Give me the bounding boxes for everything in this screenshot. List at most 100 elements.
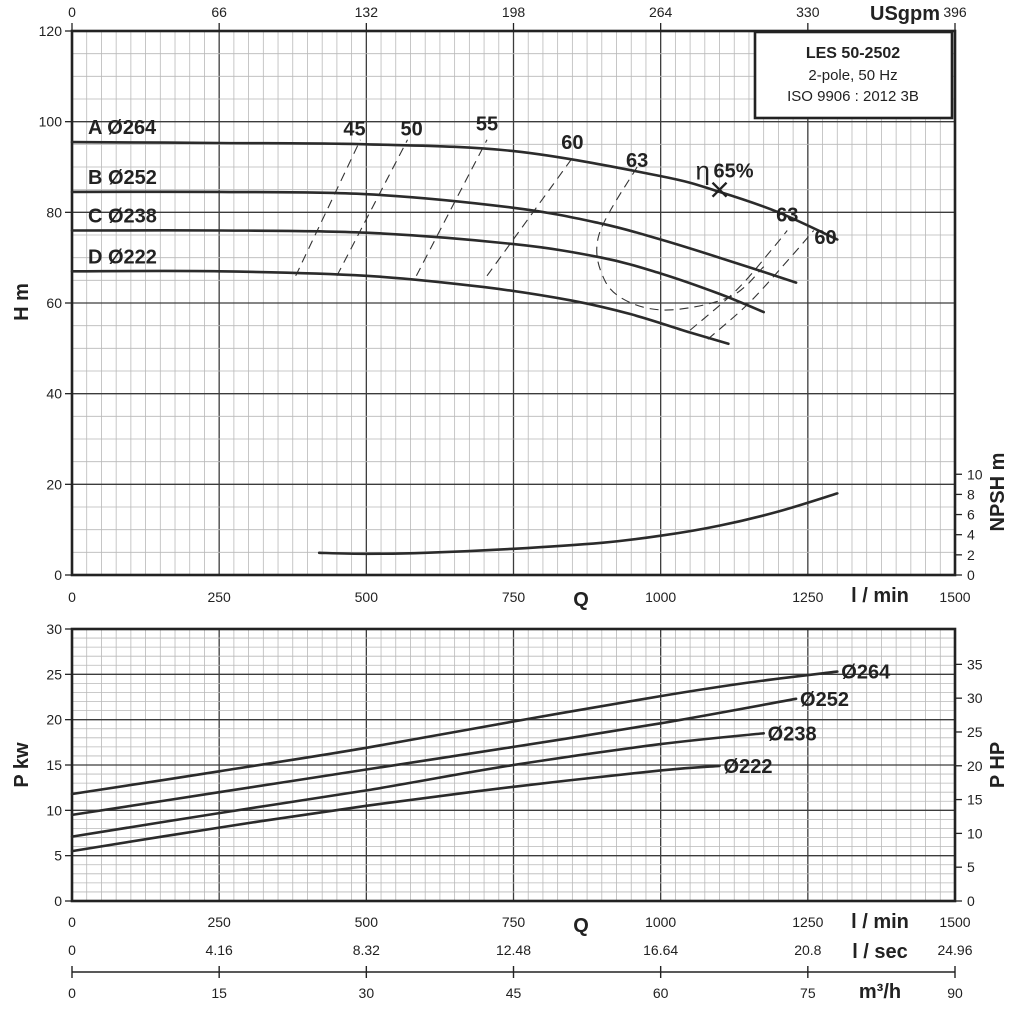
power-x-tick-label: 500 — [355, 914, 379, 930]
lsec-tick-label: 12.48 — [496, 942, 531, 958]
head-curve-d — [70, 269, 730, 346]
head-y-tick-label: 60 — [46, 295, 62, 311]
efficiency-contour-60 — [486, 157, 573, 277]
power-hp-tick-label: 15 — [967, 792, 983, 808]
top-axis-tick-label: 0 — [68, 4, 76, 20]
power-hp-tick-label: 20 — [967, 758, 983, 774]
npsh-curve — [317, 492, 839, 556]
efficiency-label: 63 — [776, 204, 798, 226]
lsec-tick-label: 16.64 — [643, 942, 678, 958]
head-chart-grid — [70, 29, 957, 577]
head-curve-a — [70, 140, 839, 241]
m3h-tick-label: 75 — [800, 985, 816, 1001]
best-efficiency-label: 65% — [714, 161, 754, 183]
head-y-tick-label: 0 — [54, 567, 62, 583]
power-y-tick-label: 0 — [54, 893, 62, 909]
head-chart-x-unit: l / min — [851, 585, 909, 607]
power-hp-tick-label: 0 — [967, 893, 975, 909]
unit-scales: 0 4.16 8.32 12.48 16.64 20.8 24.96 0 15 30 45 60 75 9… — [68, 942, 973, 1001]
npsh-tick-label: 6 — [967, 507, 975, 523]
head-chart-q-label: Q — [573, 589, 589, 611]
top-axis-tick-label: 66 — [211, 4, 227, 20]
model-title: LES 50-2502 — [806, 45, 900, 62]
efficiency-eta-symbol: η — [696, 156, 710, 186]
lsec-tick-label: 0 — [68, 942, 76, 958]
efficiency-contours — [295, 139, 815, 340]
head-y-tick-label: 20 — [46, 476, 62, 492]
power-curve-2 — [70, 732, 765, 838]
head-curve-b — [70, 190, 798, 284]
power-curve-label: Ø238 — [768, 723, 817, 745]
top-axis-tick-label: 396 — [943, 4, 967, 20]
npsh-tick-label: 8 — [967, 486, 975, 502]
power-chart-q-label: Q — [573, 915, 589, 937]
lsec-tick-label: 4.16 — [206, 942, 233, 958]
model-info-box: LES 50-2502 2-pole, 50 Hz ISO 9906 : 201… — [753, 30, 954, 120]
head-x-tick-label: 1250 — [792, 589, 823, 605]
power-curve-1 — [70, 697, 798, 817]
lsec-tick-label: 8.32 — [353, 942, 380, 958]
efficiency-contour-63 — [689, 230, 788, 331]
efficiency-contour-63 — [596, 166, 765, 311]
model-detail-poles: 2-pole, 50 Hz — [808, 67, 897, 84]
m3h-tick-label: 0 — [68, 985, 76, 1001]
efficiency-label: 60 — [814, 227, 836, 249]
m3h-tick-label: 15 — [211, 985, 227, 1001]
power-x-tick-label: 1500 — [939, 914, 970, 930]
head-y-tick-label: 80 — [46, 204, 62, 220]
power-curve-label: Ø252 — [800, 689, 849, 711]
head-y-tick-label: 120 — [39, 23, 63, 39]
power-hp-axis-title: P HP — [987, 742, 1009, 788]
power-hp-tick-label: 30 — [967, 690, 983, 706]
power-hp-tick-label: 10 — [967, 825, 983, 841]
efficiency-label: 50 — [401, 118, 423, 140]
power-x-tick-label: 1000 — [645, 914, 676, 930]
head-axis-title: H m — [11, 283, 33, 321]
power-hp-tick-label: 35 — [967, 656, 983, 672]
unit-scale-m3h-label: m³/h — [859, 981, 901, 1003]
power-x-tick-label: 0 — [68, 914, 76, 930]
model-detail-standard: ISO 9906 : 2012 3B — [787, 88, 919, 105]
head-x-tick-label: 1000 — [645, 589, 676, 605]
m3h-tick-label: 90 — [947, 985, 963, 1001]
m3h-tick-label: 45 — [506, 985, 522, 1001]
head-y-tick-label: 40 — [46, 386, 62, 402]
npsh-axis-title: NPSH m — [987, 453, 1009, 532]
power-axis-title: P kw — [11, 742, 33, 788]
head-curve-label: C Ø238 — [88, 205, 157, 227]
head-x-tick-label: 500 — [355, 589, 379, 605]
top-axis-unit: USgpm — [870, 3, 940, 25]
lsec-tick-label: 24.96 — [937, 942, 972, 958]
power-curve-label: Ø264 — [841, 662, 891, 684]
power-curve-3 — [70, 764, 721, 853]
efficiency-label: 55 — [476, 114, 498, 136]
head-x-tick-label: 250 — [207, 589, 231, 605]
power-y-tick-label: 15 — [46, 757, 62, 773]
head-x-tick-label: 1500 — [939, 589, 970, 605]
power-y-tick-label: 20 — [46, 712, 62, 728]
m3h-tick-label: 60 — [653, 985, 669, 1001]
power-x-tick-label: 1250 — [792, 914, 823, 930]
unit-scale-lsec-label: l / sec — [852, 941, 908, 963]
power-y-tick-label: 5 — [54, 848, 62, 864]
power-curve-label: Ø222 — [724, 756, 773, 778]
power-hp-tick-label: 5 — [967, 859, 975, 875]
power-y-tick-label: 30 — [46, 621, 62, 637]
efficiency-contour-45 — [295, 139, 361, 277]
efficiency-label: 60 — [561, 132, 583, 154]
performance-curves: A Ø264 B Ø252 C Ø238 D Ø222 Ø264 Ø252 Ø238 Ø222… — [70, 114, 891, 853]
head-curve-label: B Ø252 — [88, 167, 157, 189]
m3h-tick-label: 30 — [359, 985, 375, 1001]
npsh-tick-label: 2 — [967, 547, 975, 563]
power-y-tick-label: 10 — [46, 802, 62, 818]
power-y-tick-label: 25 — [46, 666, 62, 682]
npsh-tick-label: 0 — [967, 567, 975, 583]
top-axis-tick-label: 264 — [649, 4, 673, 20]
power-x-tick-label: 250 — [207, 914, 231, 930]
top-axis-tick-label: 330 — [796, 4, 820, 20]
efficiency-label: 63 — [626, 150, 648, 172]
unit-scale-lmin-label: l / min — [851, 911, 909, 933]
power-curve-0 — [70, 670, 839, 796]
head-curve-label: A Ø264 — [88, 117, 157, 139]
